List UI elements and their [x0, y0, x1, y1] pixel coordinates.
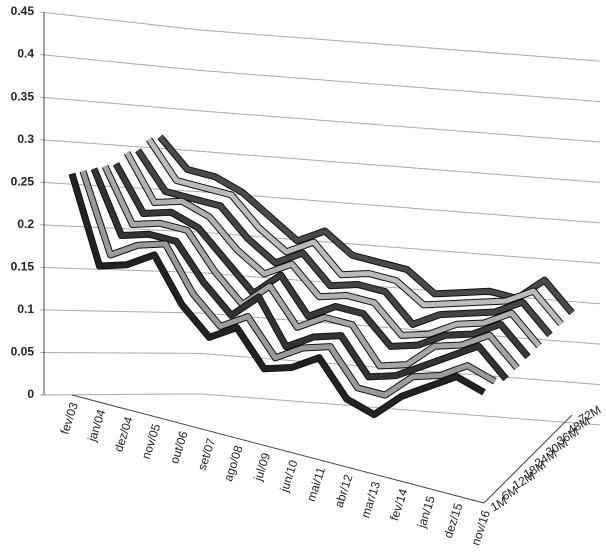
- x-axis: [71, 394, 485, 504]
- x-tick-label: dez/15: [441, 501, 466, 540]
- grid-line: [39, 351, 601, 386]
- series-ribbon: [102, 165, 519, 370]
- y-tick-label: 0.05: [11, 345, 35, 359]
- grid-line: [39, 181, 601, 224]
- y-tick-label: 0.25: [11, 174, 35, 188]
- x-tick-label: set/07: [195, 436, 219, 472]
- series-ribbon: [69, 172, 486, 418]
- grid-line: [39, 393, 601, 426]
- y-tick-label: 0.4: [17, 47, 34, 61]
- x-tick-label: abr/12: [332, 472, 356, 509]
- series-ribbon: [91, 167, 508, 381]
- x-tick-label: nov/05: [139, 422, 164, 461]
- x-tick-label: jul/09: [251, 451, 274, 484]
- y-tick-label: 0.35: [11, 89, 35, 103]
- x-tick-label: fev/03: [57, 400, 81, 436]
- x-tick-label: jan/15: [414, 494, 438, 531]
- series-ribbon: [124, 151, 541, 348]
- x-tick-label: dez/04: [111, 415, 136, 454]
- x-tick-label: fev/14: [387, 487, 411, 523]
- series-ribbon: [146, 137, 563, 326]
- grid-line: [39, 96, 601, 143]
- x-tick-label: mai/11: [304, 465, 328, 503]
- y-tick-label: 0.15: [11, 260, 35, 274]
- depth-axis: [483, 414, 573, 504]
- grid-line: [39, 54, 601, 103]
- x-tick-label: out/06: [167, 429, 191, 465]
- x-tick-label: jun/10: [277, 458, 301, 495]
- series-ribbon: [158, 135, 574, 315]
- x-tick-label: nov/16: [468, 508, 493, 547]
- x-tick-label: ago/08: [221, 443, 246, 483]
- x-tick-label: mar/13: [358, 479, 383, 519]
- series-ribbon: [80, 170, 497, 398]
- y-tick-label: 0.3: [17, 132, 34, 146]
- series-ribbon: [135, 148, 552, 337]
- y-tick-label: 0.45: [11, 4, 35, 18]
- grid-line: [39, 11, 601, 62]
- grid-line: [39, 139, 601, 183]
- y-tick-label: 0: [27, 387, 34, 401]
- y-tick-label: 0.2: [17, 217, 34, 231]
- series-ribbon: [113, 162, 530, 359]
- x-tick-label: jan/04: [85, 407, 109, 444]
- y-tick-label: 0.1: [17, 302, 34, 316]
